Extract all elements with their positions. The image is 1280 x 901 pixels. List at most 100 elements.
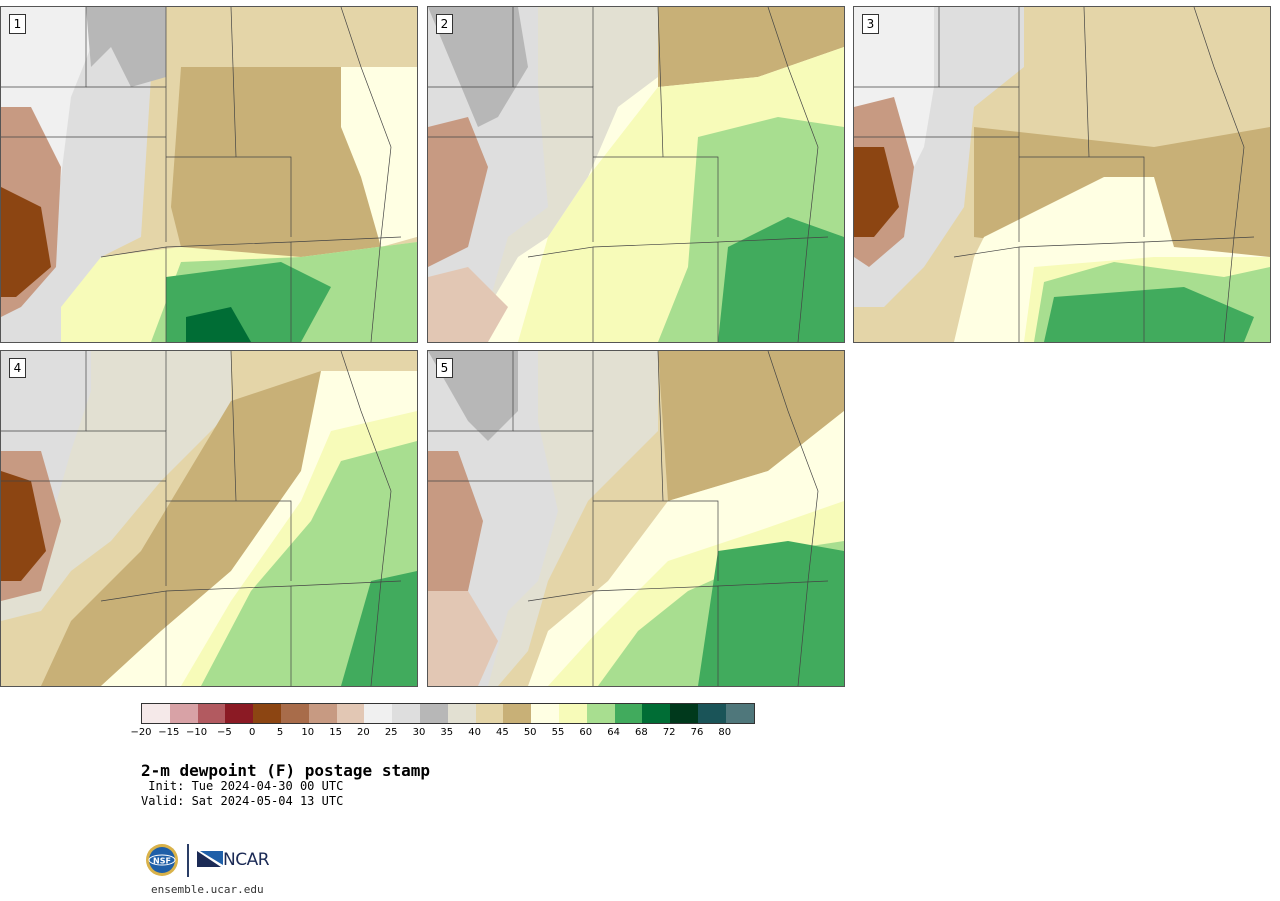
dewpoint-region [86,7,166,87]
dewpoint-region [186,307,251,342]
colorbar-tick: 76 [690,727,704,738]
colorbar-swatch [253,704,281,723]
ncar-mark-icon [197,851,223,867]
dewpoint-region [428,117,488,267]
colorbar-tick: 35 [440,727,454,738]
colorbar-swatch [197,704,226,723]
colorbar-tick: −15 [158,727,180,738]
panel-number: 3 [862,14,879,34]
state-border [290,580,402,587]
colorbar-swatch [225,704,254,723]
colorbar-swatch [558,704,587,723]
state-border [657,351,664,502]
colorbar-tick: −5 [217,727,232,738]
state-border [717,236,829,243]
dewpoint-region [428,7,528,127]
colorbar-tick: −10 [186,727,208,738]
colorbar-swatch [725,704,754,723]
colorbar [141,703,755,724]
state-border [340,7,392,342]
postage-stamp-panel-2: 2 [427,6,845,343]
panel-number: 2 [436,14,453,34]
colorbar-tick: 55 [551,727,565,738]
colorbar-swatch [392,704,420,723]
state-border [657,7,664,158]
state-borders [854,7,1255,342]
dewpoint-region [428,451,483,611]
colorbar-tick: 15 [329,727,342,738]
colorbar-tick: 64 [607,727,620,738]
dewpoint-region [698,541,844,686]
dewpoint-map-4 [1,351,417,686]
dewpoint-region [341,67,417,247]
state-border [767,7,819,342]
valid-time: Valid: Sat 2024-05-04 13 UTC [141,794,344,808]
colorbar-tick: 45 [496,727,509,738]
colorbar-tick: 50 [523,727,537,738]
state-border [1083,7,1090,158]
state-border [593,500,719,581]
state-borders [428,7,829,342]
dewpoint-region [854,147,899,237]
colorbar-swatch [503,704,532,723]
dewpoint-region [428,7,548,342]
postage-stamp-panel-5: 5 [427,350,845,687]
map-fill [428,351,844,686]
dewpoint-map-2 [428,7,844,342]
map-fill [428,7,844,342]
map-fill [1,351,417,686]
state-border [1019,156,1145,237]
state-border [1143,236,1255,243]
colorbar-swatch [447,704,476,723]
dewpoint-region [658,7,844,87]
dewpoint-region [1044,287,1254,342]
dewpoint-region [658,351,844,501]
nsf-logo-text: NSF [153,857,171,866]
dewpoint-region [1,187,51,297]
state-border [230,7,237,158]
dewpoint-region [1,471,46,581]
dewpoint-region [428,267,508,342]
colorbar-tick-labels: −20 −15 −10 −5 0 5 10 15 20 25 30 35 40 45 50 55 60 64 68 7… [130,727,781,741]
state-border [166,156,292,237]
map-fill [1,7,417,342]
state-border [717,580,829,587]
state-border [593,156,719,237]
dewpoint-map-1 [1,7,417,342]
colorbar-tick: 60 [579,727,593,738]
colorbar-swatch [642,704,671,723]
state-borders [1,351,402,686]
dewpoint-region [341,571,417,686]
state-border [166,500,292,581]
colorbar-tick: 68 [635,727,648,738]
panel-number: 1 [9,14,26,34]
colorbar-tick: −20 [130,727,152,738]
colorbar-swatch [670,704,698,723]
colorbar-tick: 25 [384,727,398,738]
colorbar-swatch [419,704,448,723]
state-border [340,351,392,686]
colorbar-tick: 20 [357,727,370,738]
colorbar-tick: 30 [412,727,426,738]
colorbar-swatch [308,704,337,723]
map-fill [854,7,1270,342]
dewpoint-map-5 [428,351,844,686]
colorbar-swatch [475,704,504,723]
dewpoint-map-3 [854,7,1270,342]
panel-number: 5 [436,358,453,378]
dewpoint-region [41,371,341,686]
postage-stamp-panel-4: 4 [0,350,418,687]
ncar-wordmark: NCAR [223,850,270,870]
colorbar-tick: 40 [468,727,481,738]
colorbar-tick: 80 [718,727,732,738]
panel-number: 4 [9,358,26,378]
colorbar-swatch [280,704,309,723]
colorbar-swatch [336,704,365,723]
site-url: ensemble.ucar.edu [151,883,264,896]
state-border [290,236,402,243]
state-border [230,351,237,502]
colorbar-swatch [142,704,170,723]
colorbar-swatch [697,704,726,723]
colorbar-tick: 0 [249,727,256,738]
state-borders [428,351,829,686]
